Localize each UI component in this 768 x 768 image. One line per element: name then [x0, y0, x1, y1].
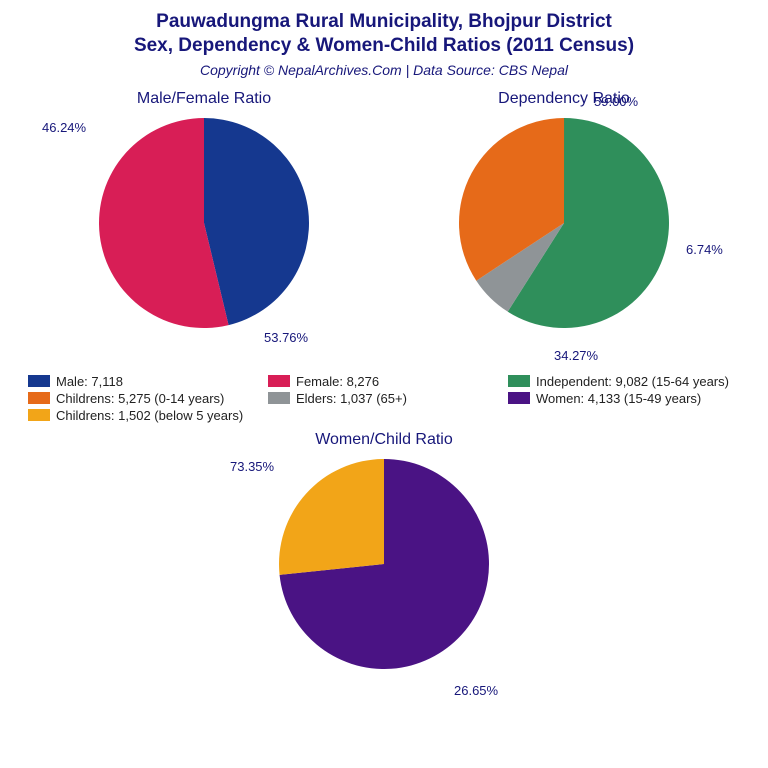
pie-slice-label: 46.24%	[42, 120, 86, 135]
chart1-title: Male/Female Ratio	[34, 90, 374, 108]
chart3-title: Women/Child Ratio	[214, 431, 554, 449]
pie-slice-label: 59.00%	[594, 94, 638, 109]
legend-swatch	[508, 392, 530, 404]
legend-swatch	[268, 392, 290, 404]
legend-label: Childrens: 5,275 (0-14 years)	[56, 391, 224, 406]
chart-women-child: Women/Child Ratio 73.35% 26.65%	[214, 431, 554, 711]
legend-label: Childrens: 1,502 (below 5 years)	[56, 408, 243, 423]
legend-label: Independent: 9,082 (15-64 years)	[536, 374, 729, 389]
chart-male-female: Male/Female Ratio 46.24% 53.76%	[34, 90, 374, 370]
legend-swatch	[28, 392, 50, 404]
legend-label: Elders: 1,037 (65+)	[296, 391, 407, 406]
legend-item: Female: 8,276	[268, 374, 498, 389]
legend: Male: 7,118 Female: 8,276 Independent: 9,0…	[0, 370, 768, 423]
legend-label: Women: 4,133 (15-49 years)	[536, 391, 701, 406]
legend-item: Male: 7,118	[28, 374, 258, 389]
pie-slice-label: 73.35%	[230, 459, 274, 474]
legend-swatch	[28, 375, 50, 387]
pie-slice-label: 6.74%	[686, 242, 723, 257]
legend-item: Elders: 1,037 (65+)	[268, 391, 498, 406]
legend-item: Childrens: 1,502 (below 5 years)	[28, 408, 258, 423]
legend-item: Independent: 9,082 (15-64 years)	[508, 374, 738, 389]
chart-dependency: Dependency Ratio 59.00% 6.74% 34.27%	[394, 90, 734, 370]
page-subtitle: Copyright © NepalArchives.Com | Data Sou…	[0, 62, 768, 78]
legend-swatch	[508, 375, 530, 387]
pie-slice-label: 53.76%	[264, 330, 308, 345]
legend-item: Women: 4,133 (15-49 years)	[508, 391, 738, 406]
page-title-line2: Sex, Dependency & Women-Child Ratios (20…	[0, 34, 768, 58]
pie-slice	[279, 459, 384, 575]
legend-swatch	[28, 409, 50, 421]
pie-slice-label: 34.27%	[554, 348, 598, 363]
chart2-title: Dependency Ratio	[394, 90, 734, 108]
legend-swatch	[268, 375, 290, 387]
charts-row-top: Male/Female Ratio 46.24% 53.76% Dependenc…	[0, 90, 768, 370]
charts-row-bottom: Women/Child Ratio 73.35% 26.65%	[0, 431, 768, 711]
chart2-pie	[459, 118, 669, 333]
legend-item: Childrens: 5,275 (0-14 years)	[28, 391, 258, 406]
legend-label: Male: 7,118	[56, 374, 123, 389]
pie-slice-label: 26.65%	[454, 683, 498, 698]
chart3-pie	[279, 459, 489, 674]
chart1-pie	[99, 118, 309, 333]
page-title-line1: Pauwadungma Rural Municipality, Bhojpur …	[0, 10, 768, 34]
legend-label: Female: 8,276	[296, 374, 379, 389]
title-block: Pauwadungma Rural Municipality, Bhojpur …	[0, 0, 768, 78]
